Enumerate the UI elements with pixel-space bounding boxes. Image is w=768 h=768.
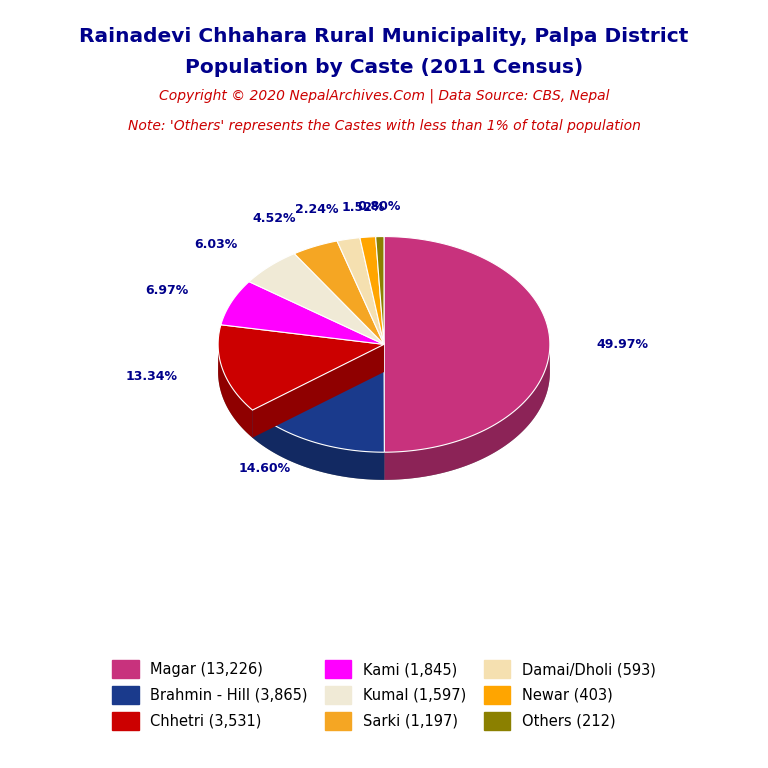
Polygon shape bbox=[218, 345, 253, 438]
Polygon shape bbox=[218, 325, 384, 410]
Text: 6.97%: 6.97% bbox=[145, 284, 189, 297]
Polygon shape bbox=[253, 410, 384, 480]
Polygon shape bbox=[376, 237, 384, 344]
Legend: Magar (13,226), Brahmin - Hill (3,865), Chhetri (3,531), Kami (1,845), Kumal (1,: Magar (13,226), Brahmin - Hill (3,865), … bbox=[112, 660, 656, 730]
Text: 6.03%: 6.03% bbox=[194, 238, 237, 251]
Text: 0.80%: 0.80% bbox=[357, 200, 400, 213]
Polygon shape bbox=[384, 346, 550, 480]
Text: Note: 'Others' represents the Castes with less than 1% of total population: Note: 'Others' represents the Castes wit… bbox=[127, 119, 641, 133]
Polygon shape bbox=[253, 344, 384, 438]
Text: 1.52%: 1.52% bbox=[342, 200, 385, 214]
Polygon shape bbox=[221, 282, 384, 344]
Polygon shape bbox=[253, 344, 384, 452]
Polygon shape bbox=[249, 253, 384, 344]
Text: Copyright © 2020 NepalArchives.Com | Data Source: CBS, Nepal: Copyright © 2020 NepalArchives.Com | Dat… bbox=[159, 88, 609, 103]
Text: Population by Caste (2011 Census): Population by Caste (2011 Census) bbox=[185, 58, 583, 77]
Text: 4.52%: 4.52% bbox=[252, 212, 296, 225]
Text: 2.24%: 2.24% bbox=[295, 203, 339, 216]
Text: 13.34%: 13.34% bbox=[125, 370, 177, 383]
Polygon shape bbox=[294, 241, 384, 344]
Polygon shape bbox=[337, 237, 384, 344]
Text: 14.60%: 14.60% bbox=[238, 462, 290, 475]
Text: Rainadevi Chhahara Rural Municipality, Palpa District: Rainadevi Chhahara Rural Municipality, P… bbox=[79, 27, 689, 46]
Polygon shape bbox=[253, 344, 384, 438]
Text: 49.97%: 49.97% bbox=[596, 338, 648, 351]
Polygon shape bbox=[218, 264, 550, 480]
Polygon shape bbox=[384, 237, 550, 452]
Polygon shape bbox=[360, 237, 384, 344]
